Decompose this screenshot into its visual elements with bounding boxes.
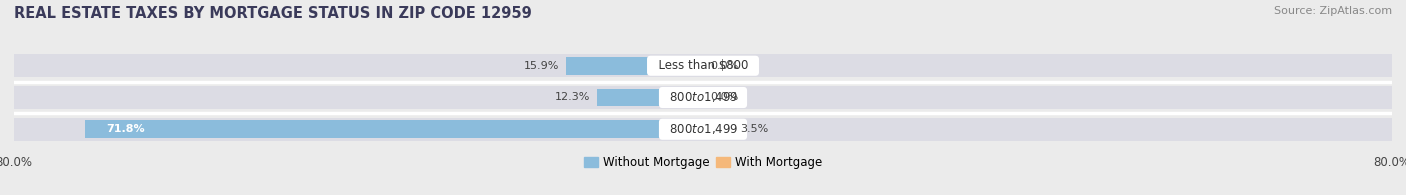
Bar [84,120,703,138]
Bar [598,89,703,106]
Text: 0.0%: 0.0% [710,92,738,103]
Text: $800 to $1,499: $800 to $1,499 [662,90,744,105]
Text: Source: ZipAtlas.com: Source: ZipAtlas.com [1274,6,1392,16]
Text: 12.3%: 12.3% [555,92,591,103]
Text: 3.5%: 3.5% [740,124,768,134]
Text: 71.8%: 71.8% [107,124,145,134]
Bar [703,54,1392,77]
Text: Less than $800: Less than $800 [651,59,755,72]
Bar [703,118,1392,141]
Text: REAL ESTATE TAXES BY MORTGAGE STATUS IN ZIP CODE 12959: REAL ESTATE TAXES BY MORTGAGE STATUS IN … [14,6,531,21]
Legend: Without Mortgage, With Mortgage: Without Mortgage, With Mortgage [579,151,827,174]
Bar [14,54,703,77]
Text: 0.0%: 0.0% [710,61,738,71]
Bar [703,86,1392,109]
Bar [703,120,733,138]
Bar [567,57,703,75]
Bar [14,118,703,141]
Text: 15.9%: 15.9% [524,61,560,71]
Bar [14,86,703,109]
Text: $800 to $1,499: $800 to $1,499 [662,122,744,136]
